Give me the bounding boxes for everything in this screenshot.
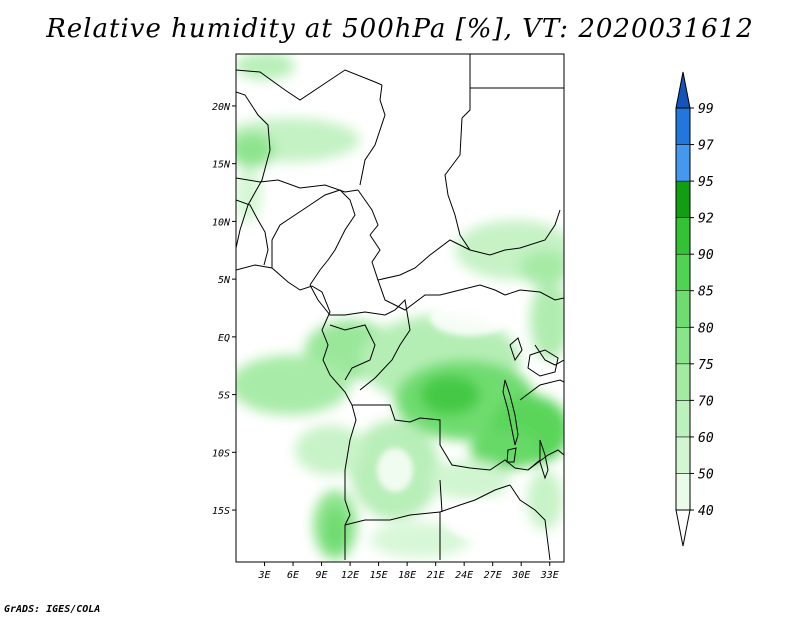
border-south-sudan-uganda [504,289,564,301]
lat-tick-label: 20N [212,102,231,113]
lat-tick-label: 5N [218,275,231,286]
lake-tanganyika [502,379,519,446]
colorbar-label: 75 [698,358,714,373]
colorbar-box [675,473,691,511]
border-gabon-congo [329,324,376,381]
colorbar-overflow [675,71,691,109]
border-car-drc [377,279,506,311]
lon-tick-label: 21E [427,570,445,581]
lat-tick-label: 15S [212,506,230,517]
colorbar-box [675,253,691,291]
border-cameroon-gabon [309,284,386,316]
humidity-patch-atlantic [236,355,350,415]
colorbar-label: 97 [698,139,714,154]
humidity-patch-nw-low [236,167,262,223]
lake-mweru [506,447,517,463]
border-angola-zambia [439,479,443,513]
colorbar-box [675,217,691,255]
lon-tick-label: 6E [287,570,299,581]
dry-area-zambia [445,500,515,540]
lon-tick-label: 27E [484,570,502,581]
colorbar-box [675,144,691,182]
border-angola-namibia [344,511,441,526]
border-nigeria-cameroon [271,189,356,286]
humidity-patch-angola-coast [295,425,365,475]
lon-tick-label: 15E [370,570,388,581]
lat-tick-label: 10S [212,448,230,459]
lon-tick-label: 30E [511,570,530,581]
humidity-patch-zambia [430,460,510,500]
colorbar-label: 80 [698,321,714,336]
coastline-guinea [236,264,357,560]
lake-malawi [539,439,549,480]
colorbar-box [675,400,691,438]
border-sudan-south-sudan [469,209,561,256]
border-congo-drc [359,298,411,391]
lat-tick-label: EQ [218,333,230,344]
border-libya-egypt [461,54,471,119]
longitude-axis: 3E 6E 9E 12E 15E 18E 21E 24E 27E 30E 33E [257,562,559,581]
lon-tick-label: 33E [540,570,559,581]
dry-area-angola [377,448,413,492]
lon-tick-label: 9E [316,570,328,581]
colorbar-box [675,436,691,474]
colorbar-box [675,180,691,218]
humidity-patch-south [370,522,470,558]
country-borders [236,54,564,561]
humidity-patch-katanga [470,430,540,470]
border-uganda-kenya [534,344,564,366]
border-mozambique-malawi [509,484,551,561]
border-zambia-zimbabwe [439,484,511,513]
border-niger-nigeria [236,177,359,193]
humidity-patch-sw-plume-core [323,508,347,552]
colorbar-box [675,107,691,145]
colorbar-label: 95 [698,175,714,190]
colorbar-underflow [675,509,691,547]
border-tanzania [519,379,564,401]
lat-tick-label: 10N [212,217,231,228]
colorbar-box [675,363,691,401]
border-tanzania-zambia [527,449,564,471]
lon-tick-label: 24E [455,570,473,581]
border-chad-sudan [444,117,471,251]
humidity-patch-drc-strong [420,375,480,415]
border-mali-burkina [236,199,269,266]
humidity-patch-mozambique [527,470,563,530]
colorbar: 40 50 60 70 75 80 85 90 92 95 97 99 [675,71,714,547]
border-niger-chad [357,189,379,236]
border-chad-car [369,234,471,281]
lat-tick-label: 5S [218,391,230,402]
humidity-shading [236,54,564,560]
dry-area-north-congo [430,300,510,336]
grads-credit: GrADS: IGES/COLA [4,604,101,615]
humidity-patch-nw-top [236,54,295,80]
colorbar-label: 85 [698,285,714,300]
lake-kivu [509,337,523,362]
colorbar-label: 60 [698,431,714,446]
border-libya-chad [359,84,386,186]
humidity-patch-ne-core [520,250,564,286]
colorbar-label: 40 [698,504,714,519]
lake-victoria [527,349,559,377]
colorbar-label: 50 [698,467,714,482]
colorbar-label: 99 [698,102,714,117]
colorbar-label: 92 [698,212,714,227]
colorbar-box [675,327,691,365]
colorbar-label: 70 [698,394,714,409]
chart-title: Relative humidity at 500hPa [%], VT: 202… [46,14,754,44]
latitude-axis: 20N 15N 10N 5N EQ 5S 10S 15S [212,102,236,517]
lon-tick-label: 3E [257,570,270,581]
coastline-west [236,91,271,249]
border-drc-angola [352,404,471,469]
colorbar-outline [675,107,691,511]
colorbar-box [675,290,691,328]
colorbar-label: 90 [698,248,714,263]
lat-tick-label: 15N [212,160,231,171]
border-algeria-mali [236,69,383,101]
map-frame [235,53,565,563]
lon-tick-label: 18E [398,570,416,581]
lon-tick-label: 12E [341,570,359,581]
humidity-patch-nw-core [236,132,274,168]
